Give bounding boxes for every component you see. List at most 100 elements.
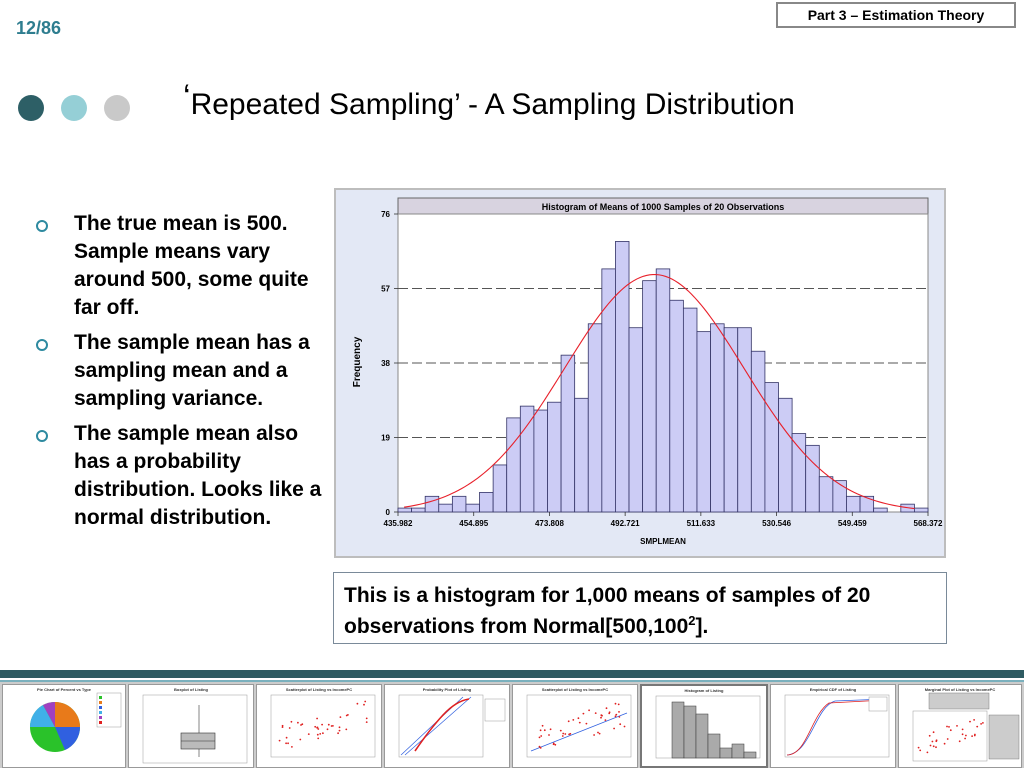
x-tick-label: 511.633 <box>687 519 716 528</box>
scatter-point <box>614 702 617 705</box>
scatter-point <box>948 726 950 728</box>
histogram-bar <box>438 503 453 513</box>
histogram-bar <box>791 433 807 513</box>
scatter-point <box>585 722 588 725</box>
y-tick-label: 76 <box>381 210 390 219</box>
scatter-point <box>338 726 341 729</box>
scatter-point <box>617 703 620 706</box>
scatter-point <box>290 720 293 723</box>
x-tick-label: 492.721 <box>611 519 640 528</box>
y-tick-label: 57 <box>381 285 390 294</box>
histogram-bar <box>846 495 861 513</box>
scatter-point <box>554 743 557 746</box>
scatter-point <box>969 720 971 723</box>
scatter-point <box>288 727 291 729</box>
thumbnail-title: Scatterplot of Listing vs IncomePC <box>285 687 353 692</box>
thumbnail-title: Histogram of Listing <box>684 688 724 693</box>
scatter-point <box>946 738 949 740</box>
scatter-point <box>287 742 289 745</box>
scatter-point <box>299 738 302 741</box>
x-tick-label: 473.808 <box>535 519 564 528</box>
pie-chart-thumbnail-graphic <box>29 692 122 752</box>
scatter-point <box>598 732 601 735</box>
scatter-point <box>605 707 608 710</box>
thumbnail-title: Boxplot of Listing <box>174 687 208 692</box>
scatter-point <box>618 716 621 718</box>
scatter-point <box>345 728 348 731</box>
histogram-bar <box>519 405 535 513</box>
histogram-bar <box>451 495 467 513</box>
thumbnail-marginal-plot[interactable]: Marginal Plot of Listing vs IncomePC <box>898 684 1022 768</box>
scatter-point <box>929 744 932 747</box>
scatter-point <box>582 712 585 715</box>
scatter-point <box>562 732 565 735</box>
title-text: Repeated Sampling’ - A Sampling Distribu… <box>190 88 795 121</box>
scatter-point <box>339 716 342 718</box>
title-open-quote: ‘ <box>183 78 191 116</box>
thumbnail-histogram[interactable]: Histogram of Listing <box>640 684 768 768</box>
footer-divider-light <box>0 680 1024 682</box>
scatter-point <box>338 729 341 732</box>
histogram-bar <box>533 409 548 513</box>
scatter-point <box>615 713 618 716</box>
scatter-point <box>604 719 607 721</box>
scatter-point <box>326 728 329 731</box>
histogram-bar <box>710 323 725 513</box>
scatter-point <box>613 727 615 730</box>
decor-dot-gray <box>104 95 130 121</box>
scatter-point <box>322 732 324 735</box>
bullet-circle-icon <box>36 339 48 351</box>
scatter-point <box>314 725 317 728</box>
bullet-text: The sample mean has a sampling mean and … <box>74 331 310 410</box>
thumbnail-scatterplot[interactable]: Scatterplot of Listing vs IncomePC <box>256 684 382 768</box>
thumbnail-scatterplot-fit[interactable]: Scatterplot of Listing vs IncomePC <box>512 684 638 768</box>
bullet-circle-icon <box>36 430 48 442</box>
scatter-point <box>291 746 293 748</box>
histogram-bar <box>669 299 684 513</box>
histogram-bar <box>818 476 834 513</box>
bullet-item: The sample mean also has a probability d… <box>36 420 326 532</box>
scatter-point <box>548 734 550 736</box>
histogram-bar <box>914 507 929 513</box>
scatter-point <box>541 724 544 727</box>
thumbnail-title: Marginal Plot of Listing vs IncomePC <box>924 687 996 692</box>
chart-title: Histogram of Means of 1000 Samples of 20… <box>542 202 785 212</box>
y-tick-label: 38 <box>381 359 390 368</box>
scatter-point <box>321 723 323 726</box>
caption-text: This is a histogram for 1,000 means of s… <box>344 584 871 638</box>
thumbnail-empirical-cdf[interactable]: Empirical CDF of Listing <box>770 684 896 768</box>
scatter-point <box>572 719 575 721</box>
scatter-point <box>600 714 603 716</box>
thumbnail-title: Pie Chart of Percent vs Type <box>37 687 91 692</box>
probability-plot-thumbnail-graphic <box>398 694 506 758</box>
histogram-bar <box>859 495 875 513</box>
caption-superscript: 2 <box>688 613 696 628</box>
thumbnail-boxplot[interactable]: Boxplot of Listing <box>128 684 254 768</box>
histogram-bar <box>411 507 426 513</box>
histogram-bar <box>601 268 616 513</box>
thumbnail-probability-plot[interactable]: Probability Plot of Listing <box>384 684 510 768</box>
footer-divider-dark <box>0 670 1024 678</box>
scatter-point <box>935 740 938 743</box>
scatter-point <box>964 737 966 740</box>
scatter-point <box>932 745 935 748</box>
histogram-bar <box>764 382 779 513</box>
bullet-circle-icon <box>36 220 48 232</box>
scatter-point <box>949 729 952 732</box>
scatter-point <box>316 717 318 720</box>
scatter-point <box>919 749 922 752</box>
thumbnail-pie-chart[interactable]: Pie Chart of Percent vs Type <box>2 684 126 768</box>
bullet-text: The true mean is 500. Sample means vary … <box>74 212 309 319</box>
scatter-point <box>317 737 320 740</box>
scatter-point <box>316 733 319 736</box>
scatter-point <box>285 736 288 739</box>
scatter-point <box>597 731 599 734</box>
scatter-point <box>337 732 339 735</box>
chart-caption: This is a histogram for 1,000 means of s… <box>333 572 947 644</box>
scatter-point <box>946 725 948 728</box>
histogram-bar <box>750 350 766 513</box>
scatter-point <box>317 728 320 730</box>
thumbnail-title: Probability Plot of Listing <box>422 687 472 692</box>
scatter-point <box>300 724 302 726</box>
scatter-point <box>577 717 580 720</box>
